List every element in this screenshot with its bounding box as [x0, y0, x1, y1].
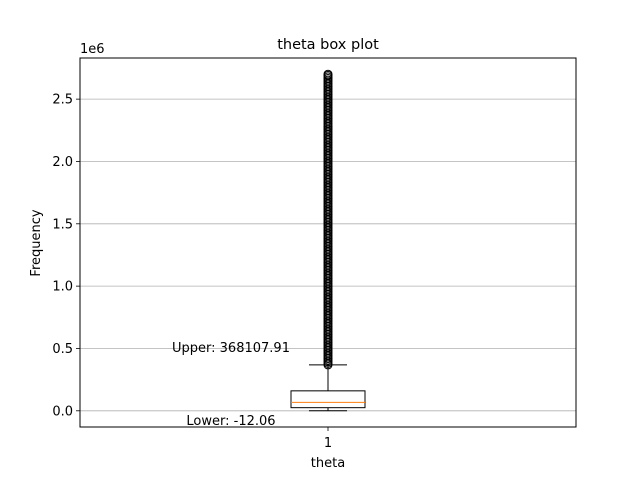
y-axis-ticks: 0.0 0.5 1.0 1.5 2.0 2.5	[52, 93, 80, 419]
outlier-point	[323, 69, 333, 79]
x-tick-label: 1	[324, 436, 332, 451]
y-tick-label: 1.0	[52, 280, 73, 295]
x-axis-label: theta	[311, 456, 345, 471]
y-tick-label: 2.0	[52, 155, 73, 170]
chart-title: theta box plot	[277, 37, 379, 53]
x-axis-ticks: 1	[324, 427, 332, 451]
upper-annotation: Upper: 368107.91	[172, 341, 290, 356]
lower-annotation: Lower: -12.06	[186, 414, 275, 429]
y-tick-label: 1.5	[52, 217, 73, 232]
y-axis-label: Frequency	[29, 209, 44, 276]
annotations: Upper: 368107.91 Lower: -12.06	[172, 341, 290, 429]
y-tick-label: 2.5	[52, 93, 73, 108]
outlier-markers	[323, 69, 333, 370]
y-tick-label: 0.0	[52, 404, 73, 419]
y-offset-label: 1e6	[80, 42, 105, 57]
iqr-box	[290, 390, 366, 409]
box-element	[290, 364, 366, 412]
y-tick-label: 0.5	[52, 342, 73, 357]
